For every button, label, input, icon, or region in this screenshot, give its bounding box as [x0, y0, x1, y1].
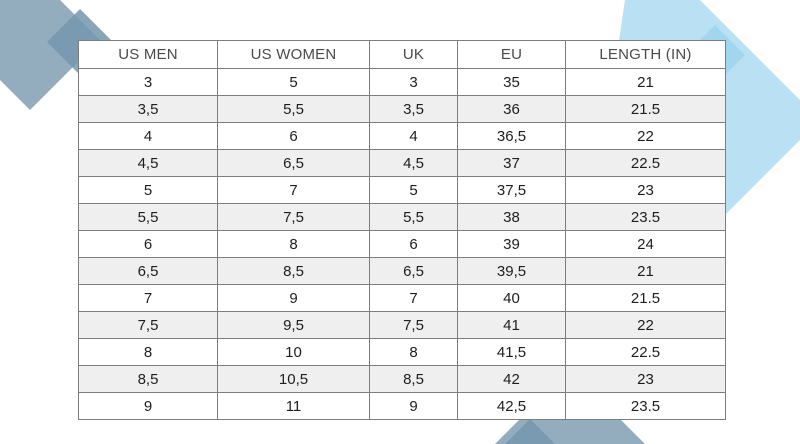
cell-us-men: 3,5 — [78, 95, 218, 123]
cell-us-men: 6 — [78, 230, 218, 258]
cell-us-women: 8,5 — [217, 257, 370, 285]
cell-uk: 8,5 — [369, 365, 458, 393]
bottom-small-diamond — [505, 419, 555, 444]
header-eu: EU — [457, 40, 566, 69]
cell-length: 22.5 — [565, 338, 726, 366]
table-row: 3,5 5,5 3,5 36 21.5 — [78, 95, 726, 123]
cell-us-men: 9 — [78, 392, 218, 420]
cell-us-women: 6,5 — [217, 149, 370, 177]
table-row: 6,5 8,5 6,5 39,5 21 — [78, 257, 726, 285]
cell-length: 23.5 — [565, 392, 726, 420]
cell-length: 22.5 — [565, 149, 726, 177]
cell-uk: 7 — [369, 284, 458, 312]
cell-eu: 37 — [457, 149, 566, 177]
cell-uk: 7,5 — [369, 311, 458, 339]
cell-eu: 41 — [457, 311, 566, 339]
cell-us-women: 9,5 — [217, 311, 370, 339]
cell-eu: 38 — [457, 203, 566, 231]
cell-length: 24 — [565, 230, 726, 258]
cell-us-men: 5 — [78, 176, 218, 204]
cell-us-men: 4 — [78, 122, 218, 150]
cell-length: 23 — [565, 365, 726, 393]
cell-eu: 39 — [457, 230, 566, 258]
table-row: 4 6 4 36,5 22 — [78, 122, 726, 150]
cell-length: 23 — [565, 176, 726, 204]
cell-uk: 4,5 — [369, 149, 458, 177]
cell-us-women: 5,5 — [217, 95, 370, 123]
cell-length: 22 — [565, 311, 726, 339]
cell-uk: 3 — [369, 68, 458, 96]
cell-us-men: 5,5 — [78, 203, 218, 231]
cell-length: 22 — [565, 122, 726, 150]
table-row: 7 9 7 40 21.5 — [78, 284, 726, 312]
table-row: 8,5 10,5 8,5 42 23 — [78, 365, 726, 393]
cell-us-women: 10 — [217, 338, 370, 366]
cell-us-women: 10,5 — [217, 365, 370, 393]
table-row: 5,5 7,5 5,5 38 23.5 — [78, 203, 726, 231]
cell-uk: 6 — [369, 230, 458, 258]
cell-us-men: 4,5 — [78, 149, 218, 177]
header-uk: UK — [369, 40, 458, 69]
header-row: US MEN US WOMEN UK EU LENGTH (IN) — [78, 40, 726, 69]
cell-length: 21.5 — [565, 284, 726, 312]
cell-us-men: 8,5 — [78, 365, 218, 393]
cell-us-women: 6 — [217, 122, 370, 150]
cell-us-women: 11 — [217, 392, 370, 420]
table-row: 5 7 5 37,5 23 — [78, 176, 726, 204]
cell-us-men: 3 — [78, 68, 218, 96]
table-row: 4,5 6,5 4,5 37 22.5 — [78, 149, 726, 177]
cell-length: 21 — [565, 68, 726, 96]
cell-length: 23.5 — [565, 203, 726, 231]
table-row: 8 10 8 41,5 22.5 — [78, 338, 726, 366]
cell-us-men: 8 — [78, 338, 218, 366]
header-us-men: US MEN — [78, 40, 218, 69]
table-row: 7,5 9,5 7,5 41 22 — [78, 311, 726, 339]
table-row: 3 5 3 35 21 — [78, 68, 726, 96]
cell-eu: 41,5 — [457, 338, 566, 366]
cell-eu: 39,5 — [457, 257, 566, 285]
cell-eu: 40 — [457, 284, 566, 312]
cell-uk: 3,5 — [369, 95, 458, 123]
table-row: 6 8 6 39 24 — [78, 230, 726, 258]
cell-uk: 5 — [369, 176, 458, 204]
cell-uk: 5,5 — [369, 203, 458, 231]
cell-uk: 8 — [369, 338, 458, 366]
cell-us-women: 5 — [217, 68, 370, 96]
cell-us-men: 6,5 — [78, 257, 218, 285]
cell-eu: 37,5 — [457, 176, 566, 204]
header-length-in: LENGTH (IN) — [565, 40, 726, 69]
cell-uk: 9 — [369, 392, 458, 420]
header-us-women: US WOMEN — [217, 40, 370, 69]
shoe-size-chart: US MEN US WOMEN UK EU LENGTH (IN) 3 5 3 … — [78, 40, 726, 420]
cell-us-women: 7,5 — [217, 203, 370, 231]
cell-eu: 42,5 — [457, 392, 566, 420]
cell-us-men: 7 — [78, 284, 218, 312]
cell-uk: 4 — [369, 122, 458, 150]
cell-eu: 36,5 — [457, 122, 566, 150]
cell-eu: 42 — [457, 365, 566, 393]
cell-length: 21.5 — [565, 95, 726, 123]
cell-eu: 36 — [457, 95, 566, 123]
cell-length: 21 — [565, 257, 726, 285]
cell-eu: 35 — [457, 68, 566, 96]
cell-uk: 6,5 — [369, 257, 458, 285]
cell-us-women: 7 — [217, 176, 370, 204]
cell-us-women: 9 — [217, 284, 370, 312]
table-row: 9 11 9 42,5 23.5 — [78, 392, 726, 420]
cell-us-men: 7,5 — [78, 311, 218, 339]
cell-us-women: 8 — [217, 230, 370, 258]
